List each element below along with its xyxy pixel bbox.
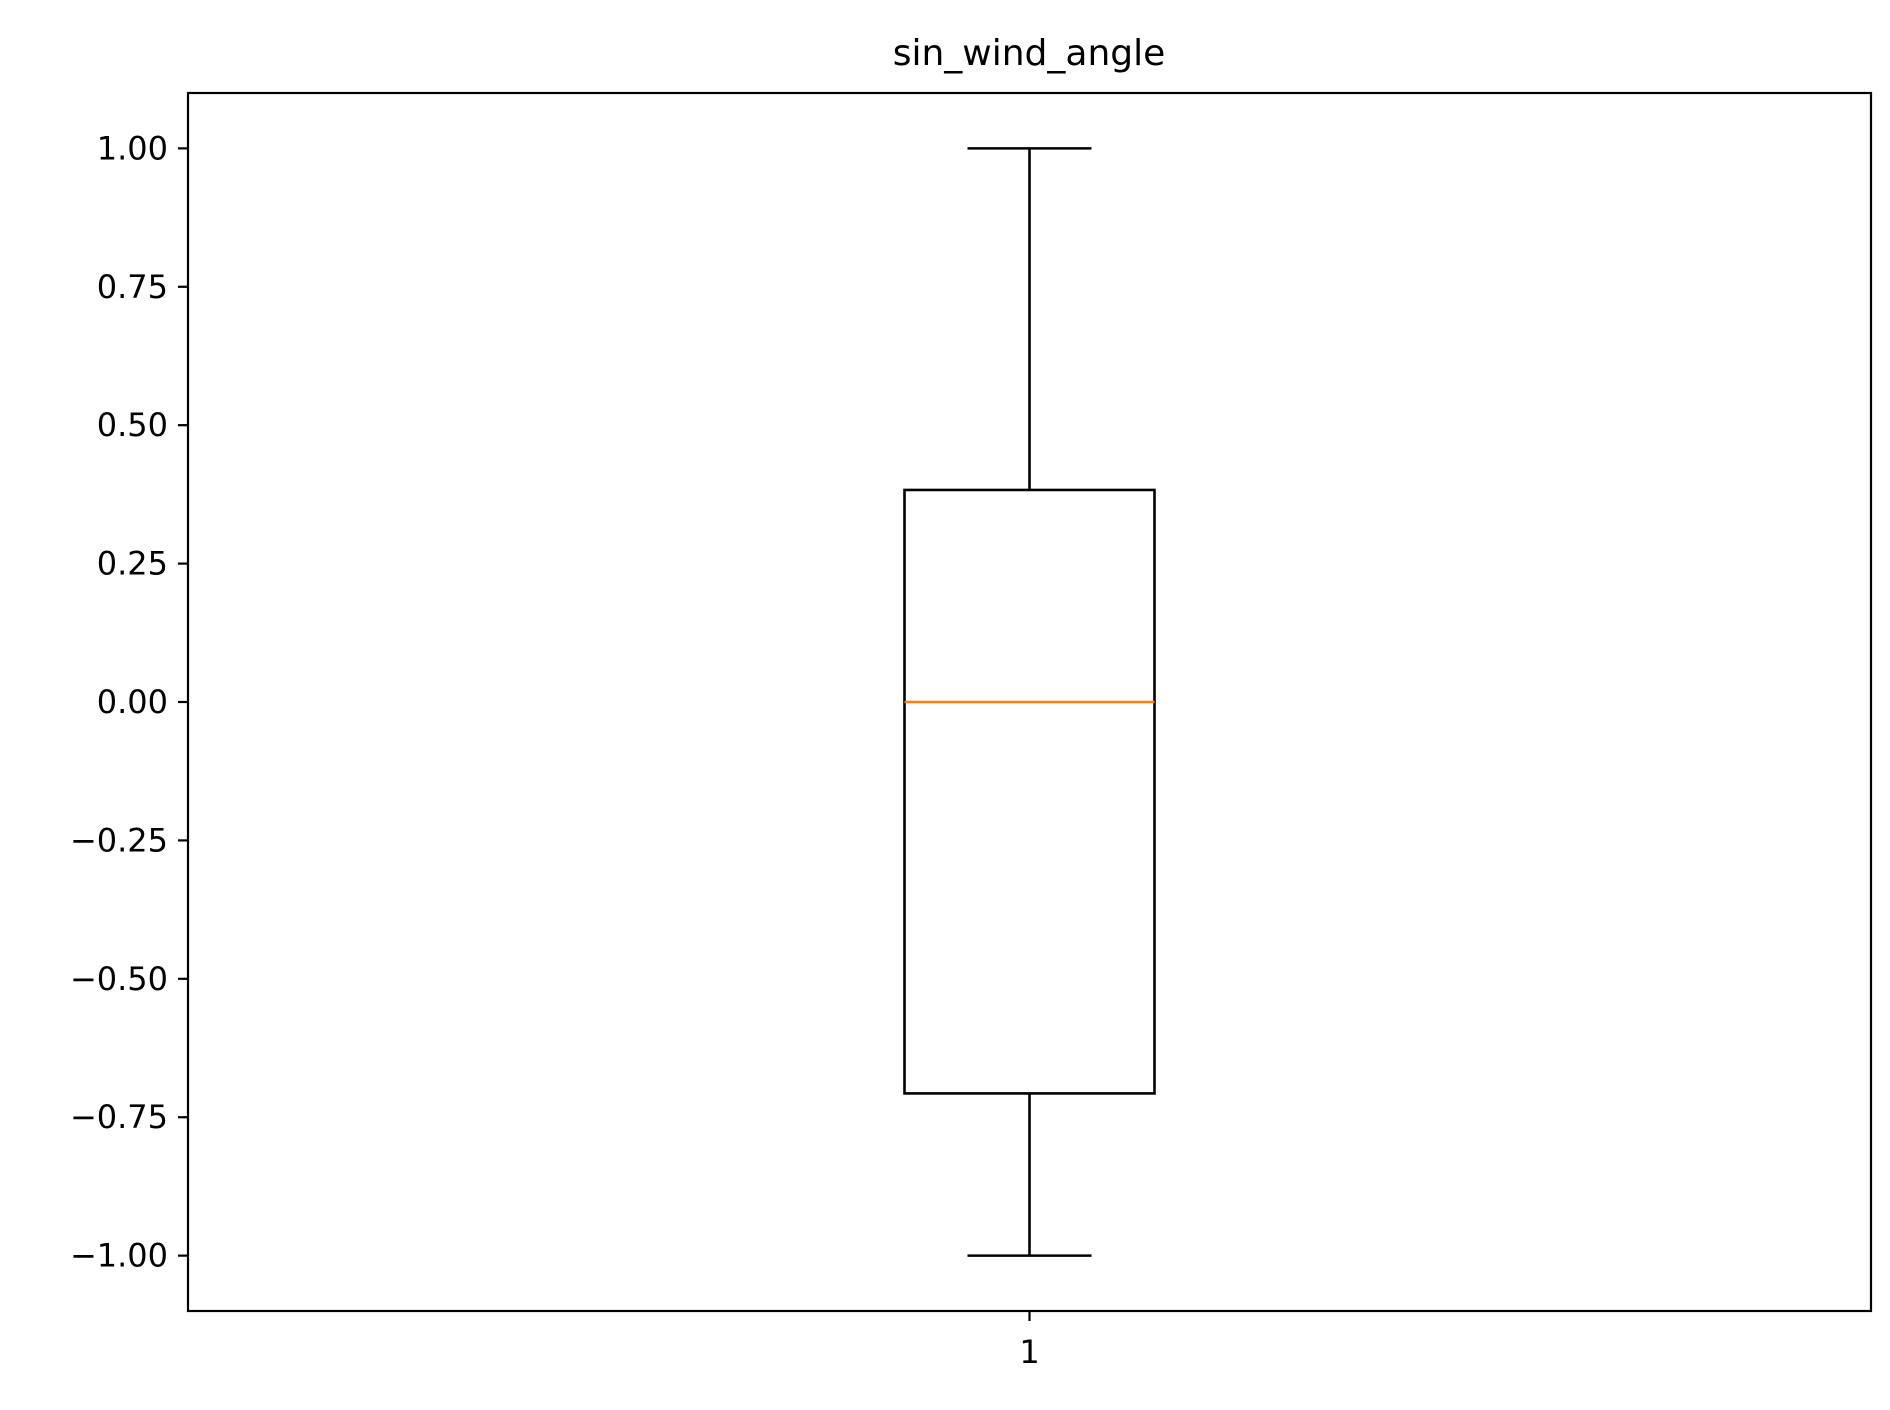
y-tick-label: 0.75 [97, 268, 168, 306]
y-tick-label: −0.50 [70, 960, 168, 998]
y-tick-label: −0.25 [70, 821, 168, 859]
y-tick-label: −0.75 [70, 1098, 168, 1136]
iqr-box [903, 488, 1156, 1095]
chart-title: sin_wind_angle [893, 33, 1166, 74]
y-tick-label: 1.00 [97, 129, 168, 167]
y-tick-label: 0.25 [97, 545, 168, 583]
y-axis: 1.00 0.75 0.50 0.25 0.00 −0.25 −0.50 −0.75 −1.00 [70, 129, 188, 1275]
x-tick-label: 1 [1019, 1333, 1039, 1371]
y-tick-label: 0.50 [97, 406, 168, 444]
x-axis: 1 [1019, 1311, 1040, 1371]
plot-frame [186, 91, 1873, 1313]
y-tick-label: 0.00 [97, 683, 168, 721]
y-tick-label: −1.00 [70, 1237, 168, 1275]
plot-marks [903, 147, 1156, 1257]
